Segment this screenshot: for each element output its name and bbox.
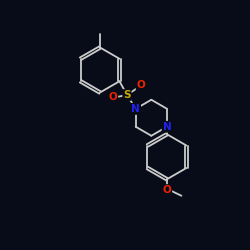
- Text: O: O: [162, 185, 171, 195]
- Text: O: O: [136, 80, 145, 90]
- Text: O: O: [108, 92, 117, 102]
- Text: N: N: [162, 122, 171, 132]
- Text: N: N: [131, 104, 140, 114]
- Text: S: S: [123, 90, 131, 100]
- Text: N: N: [131, 104, 140, 114]
